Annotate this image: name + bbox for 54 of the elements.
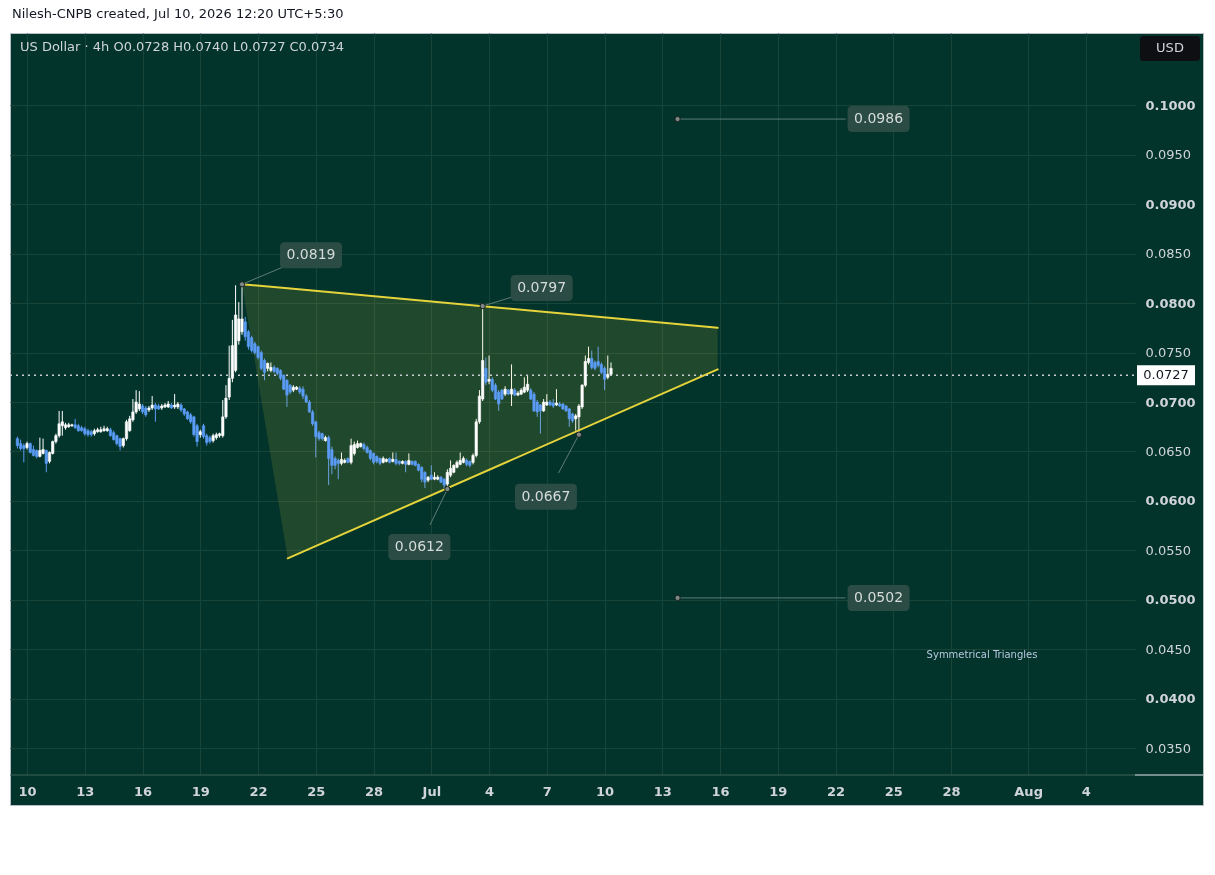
annotation: Symmetrical Triangles	[926, 649, 1038, 660]
candlestick	[137, 390, 141, 412]
y-tick-label: 0.0850	[1145, 246, 1191, 262]
ref-line-label: 0.0727	[1143, 367, 1189, 383]
y-tick-label: 0.0800	[1145, 295, 1196, 311]
x-tick-label: 25	[307, 783, 326, 799]
x-tick-label: 22	[827, 783, 846, 799]
y-tick-label: 0.0400	[1145, 691, 1196, 707]
y-tick-label: 0.0350	[1145, 740, 1191, 756]
y-tick-label: 0.0650	[1145, 443, 1191, 459]
annotation: 0.0612	[394, 538, 444, 555]
candlestick	[41, 438, 45, 455]
x-tick-label: 10	[596, 783, 615, 799]
x-tick-label: 10	[18, 783, 37, 799]
x-tick-label: 25	[884, 783, 903, 799]
x-tick-label: 19	[191, 783, 210, 799]
x-tick-label: 7	[542, 783, 552, 799]
y-tick-label: 0.0450	[1145, 641, 1191, 657]
text: USD	[1156, 40, 1184, 55]
y-tick-label: 0.0600	[1145, 493, 1196, 509]
candlestick	[327, 435, 331, 486]
x-tick-label: 28	[942, 783, 961, 799]
y-tick-label: 0.0500	[1145, 592, 1196, 608]
x-tick-label: 28	[365, 783, 384, 799]
text: Nilesh-CNPB created, Jul 10, 2026 12:20 UTC+5:30	[12, 6, 344, 21]
annotation: 0.0502	[854, 588, 904, 605]
y-tick-label: 0.0950	[1145, 147, 1191, 163]
x-tick-label: 13	[76, 783, 95, 799]
annotation: 0.0819	[286, 246, 336, 263]
annotation: 0.0986	[854, 110, 904, 127]
candlestick	[60, 410, 64, 437]
x-tick-label: 13	[653, 783, 672, 799]
x-tick-label: 16	[134, 783, 153, 799]
y-tick-label: 0.0700	[1145, 394, 1196, 410]
candlestick	[603, 365, 607, 391]
annotation: 0.0667	[521, 487, 571, 504]
chart-title: US Dollar · 4h O0.0728 H0.0740 L0.0727 C0.0734	[20, 39, 345, 54]
x-tick-label: 19	[769, 783, 788, 799]
candlestick	[125, 419, 128, 442]
candlestick	[153, 402, 157, 423]
candlestick	[606, 355, 610, 380]
y-tick-label: 0.1000	[1145, 97, 1196, 113]
candlestick	[532, 391, 536, 413]
annotation: 0.0797	[517, 279, 567, 296]
x-tick-label: 4	[485, 783, 495, 799]
x-tick-label: Jul	[421, 783, 442, 799]
y-tick-label: 0.0550	[1145, 542, 1191, 558]
candlestick	[538, 403, 542, 435]
y-tick-label: 0.0900	[1145, 196, 1196, 212]
x-tick-label: Aug	[1014, 783, 1043, 799]
x-tick-label: 16	[711, 783, 730, 799]
x-tick-label: 4	[1081, 783, 1091, 799]
x-tick-label: 22	[249, 783, 268, 799]
y-tick-label: 0.0750	[1145, 345, 1191, 361]
